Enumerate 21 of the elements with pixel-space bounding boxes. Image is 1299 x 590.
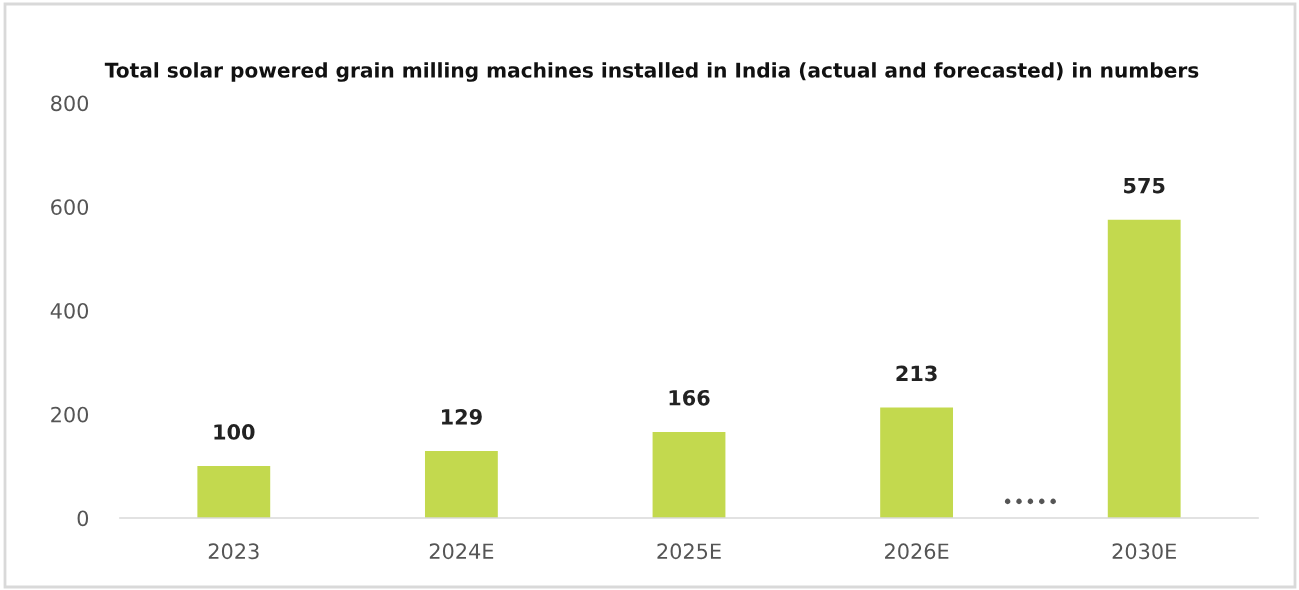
bar [197, 466, 271, 518]
x-tick-label: 2025E [657, 543, 721, 560]
x-tick-label: 2030E [1112, 543, 1176, 560]
bar [880, 407, 954, 518]
bar [424, 451, 498, 518]
x-tick-label: 2024E [429, 543, 494, 560]
y-tick-label: 400 [50, 302, 89, 319]
data-label: 575 [1124, 177, 1165, 194]
x-tick-label: 2023 [208, 543, 259, 560]
data-label: 213 [896, 365, 937, 382]
y-tick-label: 600 [51, 199, 89, 215]
x-tick-label: 2026E [885, 543, 949, 560]
y-tick-label: 0 [77, 510, 89, 527]
data-label: 129 [442, 409, 482, 425]
y-tick-label: 800 [51, 95, 89, 112]
bar [652, 431, 726, 518]
data-label: 166 [669, 389, 710, 406]
chart-title: Total solar powered grain milling machines installed in India (actual and forecasted) in numbers [104, 62, 1199, 82]
bar [1107, 219, 1181, 518]
y-tick-label: 200 [51, 406, 89, 423]
data-label: 100 [214, 424, 255, 440]
